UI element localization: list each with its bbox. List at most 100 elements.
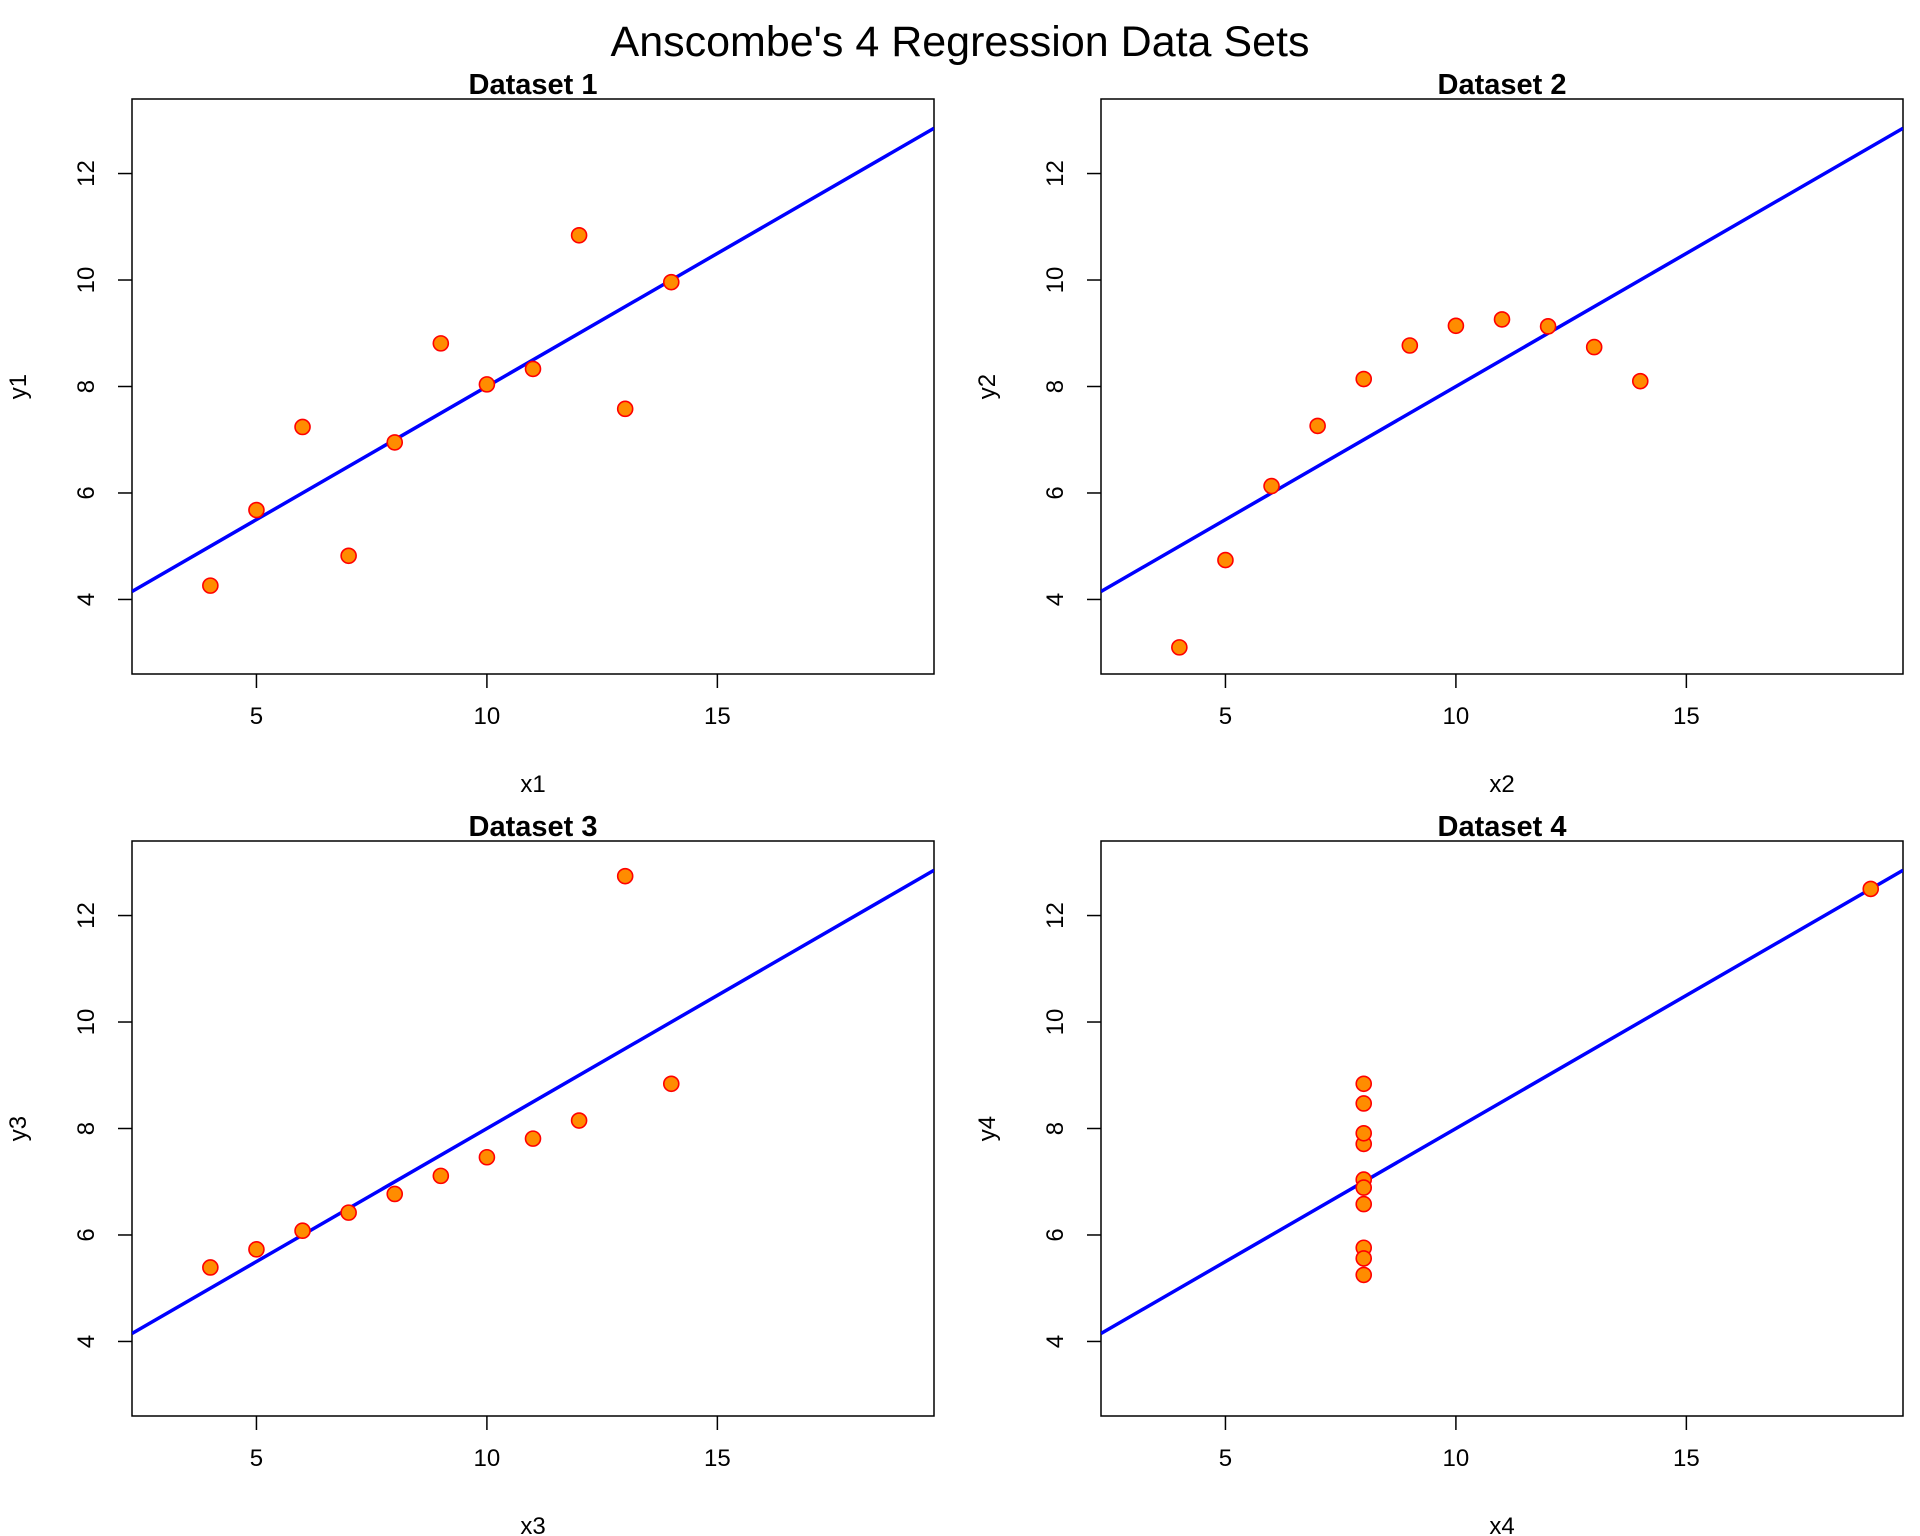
data-point bbox=[662, 273, 680, 291]
y-tick-label: 10 bbox=[73, 1009, 100, 1036]
chart-panel-4: Dataset 4 5 10 15 x4 4 6 8 10 12 y4 bbox=[974, 811, 1904, 1536]
x-tick-label: 15 bbox=[704, 1445, 731, 1472]
data-point bbox=[1355, 370, 1373, 388]
x-axis-label: x1 bbox=[520, 771, 545, 798]
y-tick-label: 6 bbox=[1042, 486, 1069, 499]
y-tick-label: 12 bbox=[73, 160, 100, 187]
data-point bbox=[1631, 372, 1649, 390]
data-point bbox=[1355, 1124, 1373, 1142]
data-point bbox=[294, 1222, 311, 1240]
x-tick-label: 10 bbox=[474, 1445, 501, 1472]
data-point bbox=[1355, 1266, 1373, 1284]
y-tick-label: 10 bbox=[73, 267, 100, 294]
data-point bbox=[1585, 338, 1603, 356]
data-point bbox=[478, 376, 496, 393]
regression-line bbox=[132, 868, 934, 1335]
data-point bbox=[432, 335, 450, 352]
panel-title: Dataset 2 bbox=[1438, 69, 1567, 101]
plot-frame bbox=[1100, 840, 1904, 1417]
data-point bbox=[248, 501, 265, 519]
data-point bbox=[340, 547, 357, 565]
data-point bbox=[432, 1167, 450, 1185]
x-axis-label: x3 bbox=[520, 1513, 545, 1536]
data-point bbox=[1862, 880, 1880, 898]
y-tick-label: 8 bbox=[73, 1122, 100, 1135]
data-point bbox=[1447, 317, 1465, 335]
data-point bbox=[1355, 1179, 1373, 1196]
data-point bbox=[386, 434, 404, 451]
data-point bbox=[662, 1075, 680, 1093]
regression-line bbox=[132, 126, 934, 593]
data-point bbox=[524, 1130, 542, 1147]
data-point bbox=[570, 226, 588, 244]
regression-line bbox=[1101, 126, 1903, 593]
data-point bbox=[1263, 477, 1280, 495]
y-tick-label: 12 bbox=[73, 902, 100, 929]
x-tick-label: 10 bbox=[1443, 1445, 1470, 1472]
y-tick-label: 6 bbox=[73, 1228, 100, 1241]
data-point bbox=[570, 1112, 588, 1129]
x-tick-label: 5 bbox=[250, 703, 263, 730]
y-axis-label: y3 bbox=[5, 1116, 32, 1141]
data-point bbox=[1355, 1095, 1373, 1112]
y-axis-label: y1 bbox=[5, 374, 32, 399]
y-tick-label: 6 bbox=[73, 486, 100, 499]
y-tick-label: 8 bbox=[1042, 1122, 1069, 1135]
data-point bbox=[524, 360, 542, 378]
regression-line bbox=[1101, 868, 1903, 1335]
plot-frame bbox=[131, 840, 935, 1417]
x-axis-label: x4 bbox=[1489, 1513, 1514, 1536]
x-axis-label: x2 bbox=[1489, 771, 1514, 798]
data-point bbox=[478, 1148, 496, 1166]
y-tick-label: 4 bbox=[1042, 593, 1069, 606]
data-point bbox=[1401, 337, 1419, 354]
y-tick-label: 6 bbox=[1042, 1228, 1069, 1241]
data-point bbox=[616, 400, 634, 418]
panel-title: Dataset 3 bbox=[469, 811, 598, 843]
x-tick-label: 15 bbox=[1673, 703, 1700, 730]
data-point bbox=[1217, 551, 1234, 569]
data-point bbox=[248, 1241, 265, 1258]
x-tick-label: 15 bbox=[704, 703, 731, 730]
data-point bbox=[294, 418, 311, 436]
data-point bbox=[1355, 1075, 1373, 1093]
y-tick-label: 4 bbox=[1042, 1335, 1069, 1348]
y-tick-label: 12 bbox=[1042, 902, 1069, 929]
panel-title: Dataset 4 bbox=[1438, 811, 1567, 843]
data-point bbox=[1355, 1195, 1373, 1213]
plot-frame bbox=[1100, 98, 1904, 675]
y-tick-label: 8 bbox=[1042, 380, 1069, 393]
y-tick-label: 4 bbox=[73, 593, 100, 606]
data-point bbox=[1309, 417, 1326, 435]
y-tick-label: 10 bbox=[1042, 267, 1069, 294]
plot-frame bbox=[131, 98, 935, 675]
x-tick-label: 5 bbox=[1219, 703, 1232, 730]
data-point bbox=[340, 1204, 357, 1221]
panels: Dataset 1 5 10 15 x1 4 6 8 10 12 y1 Dataset 2 5 10 15 x… bbox=[5, 69, 1904, 1536]
data-point bbox=[202, 1259, 219, 1276]
data-point bbox=[202, 577, 219, 594]
y-tick-label: 8 bbox=[73, 380, 100, 393]
data-point bbox=[1355, 1250, 1373, 1267]
y-tick-label: 4 bbox=[73, 1335, 100, 1348]
data-point bbox=[616, 867, 634, 885]
x-tick-label: 10 bbox=[474, 703, 501, 730]
x-tick-label: 10 bbox=[1443, 703, 1470, 730]
chart-panel-1: Dataset 1 5 10 15 x1 4 6 8 10 12 y1 bbox=[5, 69, 935, 798]
x-tick-label: 5 bbox=[250, 1445, 263, 1472]
x-tick-label: 15 bbox=[1673, 1445, 1700, 1472]
data-point bbox=[1171, 639, 1188, 656]
y-tick-label: 12 bbox=[1042, 160, 1069, 187]
data-point bbox=[1493, 311, 1511, 328]
data-point bbox=[1539, 318, 1557, 335]
figure-title: Anscombe's 4 Regression Data Sets bbox=[611, 18, 1310, 66]
chart-panel-3: Dataset 3 5 10 15 x3 4 6 8 10 12 y3 bbox=[5, 811, 935, 1536]
chart-panel-2: Dataset 2 5 10 15 x2 4 6 8 10 12 y2 bbox=[974, 69, 1904, 798]
y-axis-label: y2 bbox=[974, 374, 1001, 399]
data-point bbox=[386, 1185, 404, 1203]
y-tick-label: 10 bbox=[1042, 1009, 1069, 1036]
x-tick-label: 5 bbox=[1219, 1445, 1232, 1472]
panel-title: Dataset 1 bbox=[469, 69, 598, 101]
y-axis-label: y4 bbox=[974, 1116, 1001, 1141]
